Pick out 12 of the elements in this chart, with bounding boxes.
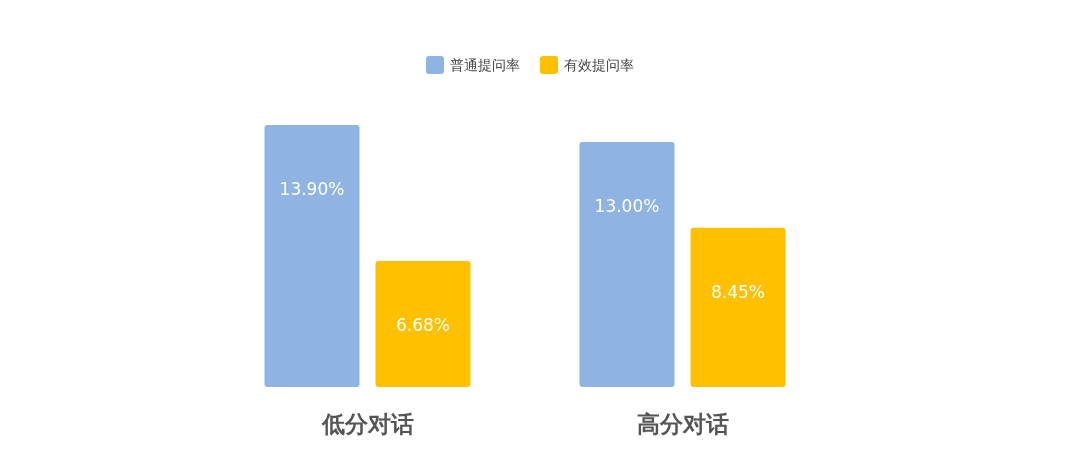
data-label: 6.68% bbox=[395, 315, 451, 336]
x-tick-label: 高分对话 bbox=[636, 411, 729, 437]
data-label: 8.45% bbox=[710, 281, 766, 302]
bar bbox=[375, 261, 471, 387]
data-label: 13.00% bbox=[594, 195, 660, 216]
bar bbox=[690, 227, 786, 387]
legend-label: 有效提问率 bbox=[564, 57, 634, 73]
bar bbox=[264, 125, 360, 387]
bar bbox=[579, 141, 675, 387]
data-label: 13.90% bbox=[279, 179, 345, 199]
x-tick-label: 低分对话 bbox=[320, 411, 414, 437]
legend-label: 普通提问率 bbox=[450, 57, 520, 73]
